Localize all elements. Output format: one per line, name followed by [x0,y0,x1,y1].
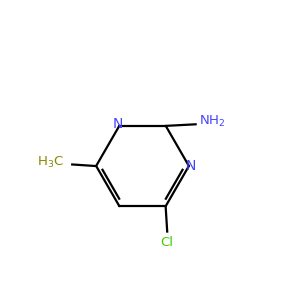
Text: NH$_2$: NH$_2$ [199,114,225,130]
Text: Cl: Cl [161,236,174,249]
Text: N: N [113,117,123,131]
Text: H$_3$C: H$_3$C [37,155,64,170]
Text: N: N [185,159,195,173]
